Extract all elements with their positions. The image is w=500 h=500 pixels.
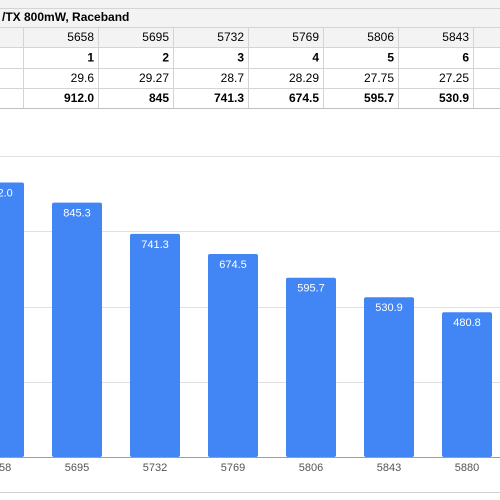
bar xyxy=(0,182,24,457)
bar-value-label: 480.8 xyxy=(453,317,481,329)
x-tick-label: 5806 xyxy=(299,462,323,474)
x-tick-label: 5880 xyxy=(455,462,479,474)
bar-value-label: 530.9 xyxy=(375,302,403,314)
bar-value-label: 845.3 xyxy=(63,207,91,219)
sheet-cell: 741.3 xyxy=(214,91,244,105)
sheet-header-band xyxy=(0,0,500,47)
sheet-cell: 29.27 xyxy=(139,71,169,85)
sheet-cell: 674.5 xyxy=(289,91,319,105)
sheet-cell: 595.7 xyxy=(364,91,394,105)
sheet-title: /TX 800mW, Raceband xyxy=(2,10,129,24)
sheet-cell: 530.9 xyxy=(439,91,469,105)
sheet-cell: 5658 xyxy=(67,30,94,44)
bar-value-label: 912.0 xyxy=(0,187,13,199)
x-tick-label: 5695 xyxy=(65,462,89,474)
sheet-cell: 6 xyxy=(462,51,469,65)
sheet-cell: 5843 xyxy=(442,30,469,44)
x-tick-label: 5843 xyxy=(377,462,401,474)
bar xyxy=(52,202,102,457)
bar xyxy=(130,233,180,457)
sheet-cell: 5806 xyxy=(367,30,394,44)
sheet-cell: 28.29 xyxy=(289,71,319,85)
sheet-cell: 5732 xyxy=(217,30,244,44)
bar xyxy=(286,277,336,457)
x-tick-label: 5732 xyxy=(143,462,167,474)
sheet-cell: 845 xyxy=(149,91,169,105)
sheet-cell: 1 xyxy=(87,51,94,65)
x-tick-label: 5769 xyxy=(221,462,245,474)
bar xyxy=(364,297,414,457)
sheet-cell: 29.6 xyxy=(71,71,95,85)
sheet-cell: 28.7 xyxy=(221,71,245,85)
bar xyxy=(442,312,492,457)
sheet-cell: 27.25 xyxy=(439,71,469,85)
sheet-cell: 27.75 xyxy=(364,71,394,85)
bar-value-label: 595.7 xyxy=(297,283,325,295)
sheet-cell: 5695 xyxy=(142,30,169,44)
bar-value-label: 741.3 xyxy=(141,239,169,251)
bar xyxy=(208,253,258,457)
sheet-cell: 4 xyxy=(312,51,319,65)
sheet-cell: 5769 xyxy=(292,30,319,44)
sheet-cell: 5 xyxy=(387,51,394,65)
sheet-cell: 912.0 xyxy=(64,91,94,105)
sheet-cell: 3 xyxy=(237,51,244,65)
x-tick-label: 5658 xyxy=(0,462,11,474)
bar-value-label: 674.5 xyxy=(219,259,247,271)
sheet-cell: 2 xyxy=(162,51,169,65)
